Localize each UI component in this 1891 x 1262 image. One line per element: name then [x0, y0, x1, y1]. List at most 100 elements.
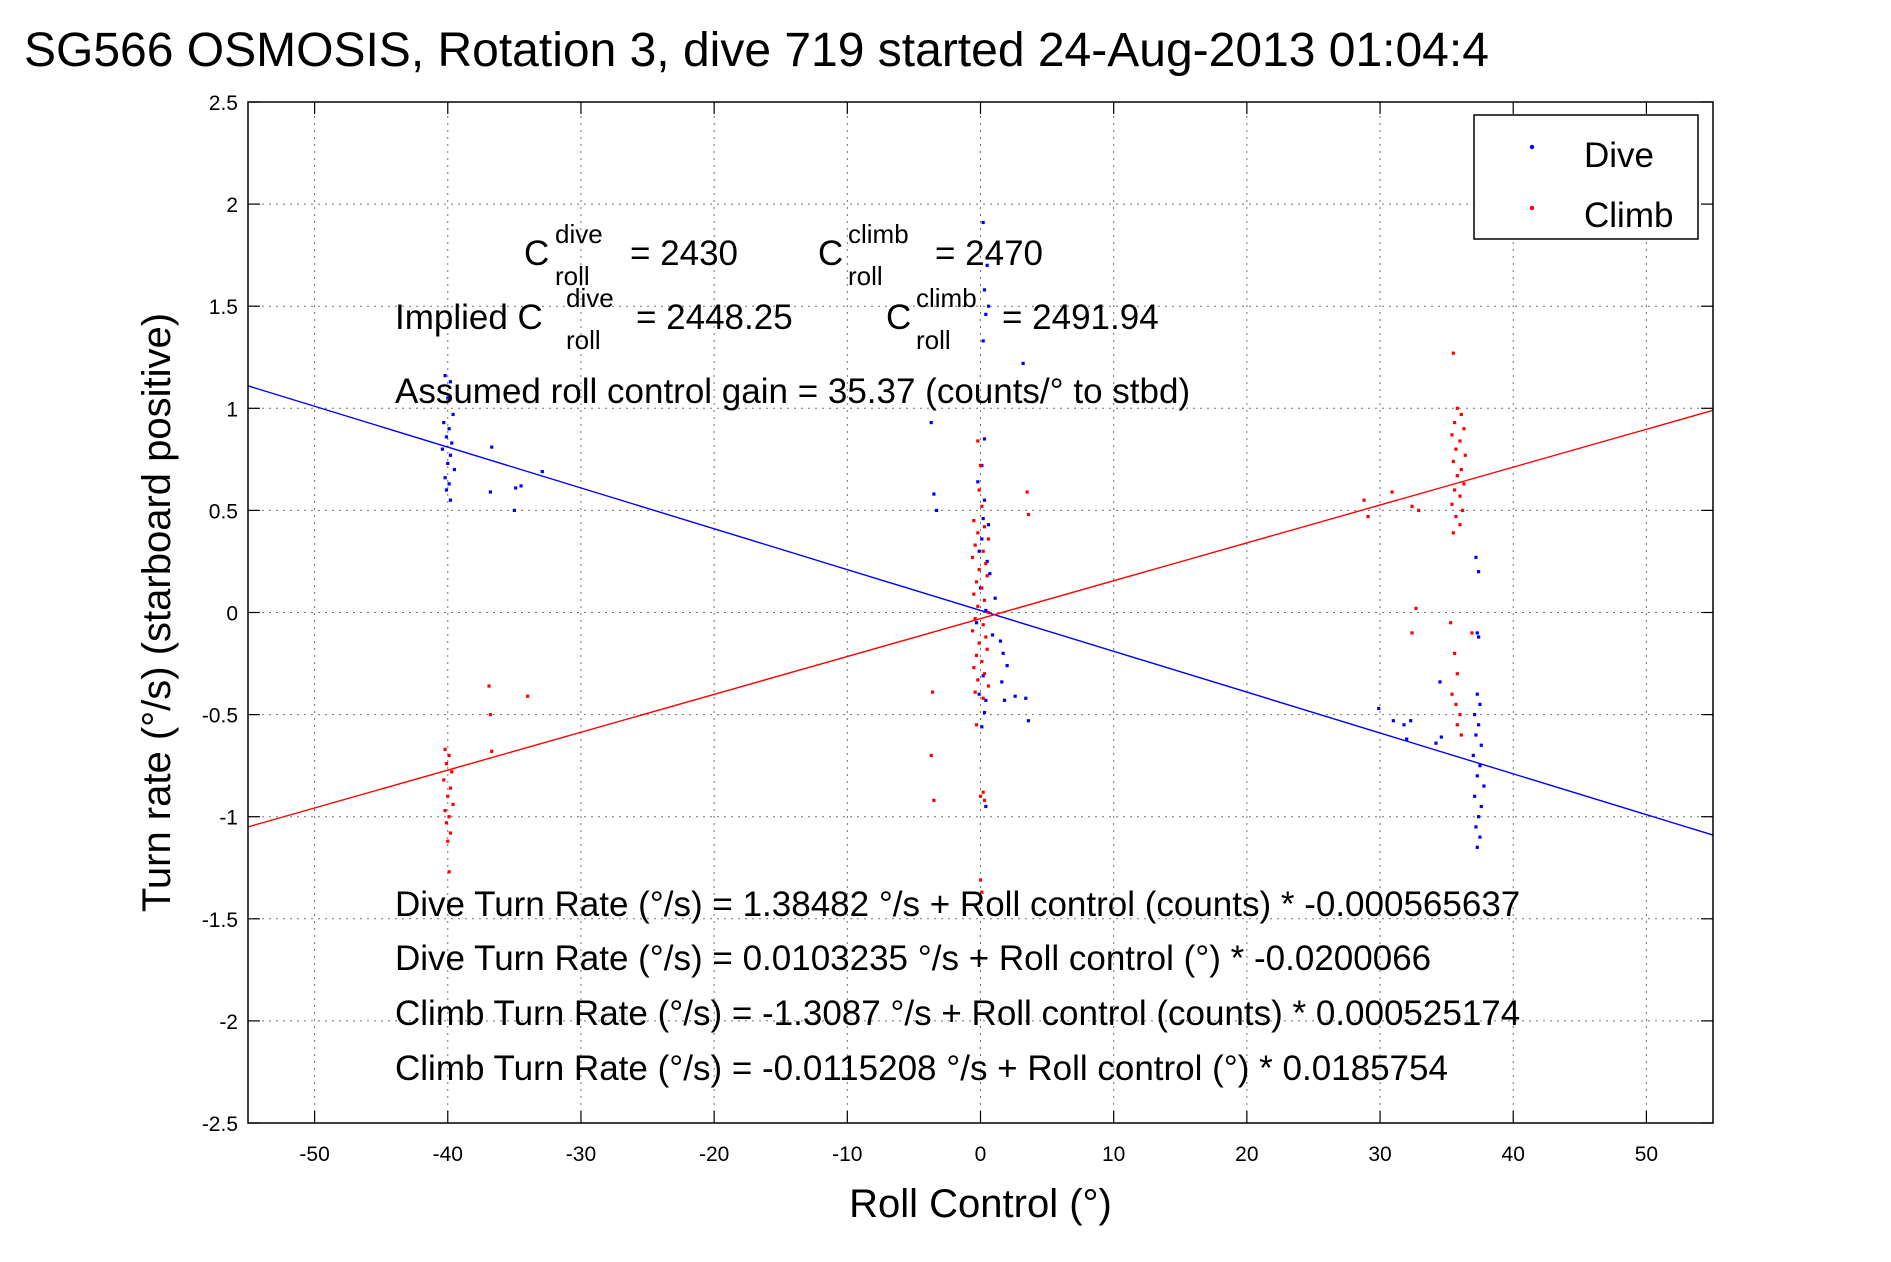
climb-point	[448, 786, 453, 790]
dive-point	[1438, 680, 1442, 684]
climb-point	[929, 753, 933, 758]
climb-point	[982, 598, 987, 602]
climb-point	[982, 525, 987, 529]
dive-point	[1473, 794, 1477, 798]
climb-point	[444, 762, 449, 766]
climb-point	[1026, 512, 1031, 517]
dive-point	[1478, 702, 1482, 706]
dive-point	[1002, 698, 1007, 702]
climb-point	[451, 802, 455, 807]
climb-point	[1461, 508, 1465, 512]
climb-point	[1449, 621, 1453, 625]
climb-point	[974, 580, 979, 584]
dive-point	[1402, 723, 1406, 727]
climb-point	[526, 694, 530, 698]
climb-point	[986, 684, 991, 688]
dive-point	[1001, 651, 1005, 655]
dive-point	[451, 412, 455, 417]
fit-equations: Dive Turn Rate (°/s) = 1.38482 °/s + Rol…	[395, 885, 1520, 1088]
dive-point	[1474, 555, 1478, 559]
dive-point	[980, 537, 984, 541]
climb-point	[1458, 494, 1462, 498]
climb-point	[930, 690, 935, 694]
implied-c-roll-annotation: Implied C dive roll = 2448.25 C climb ro…	[395, 283, 1159, 355]
dive-point	[934, 508, 939, 512]
climb-point	[447, 870, 451, 874]
dive-point	[448, 380, 453, 384]
x-tick-label: 30	[1368, 1143, 1391, 1166]
dive-point	[448, 453, 453, 457]
legend-climb-marker	[1529, 205, 1535, 211]
climb-point	[976, 678, 980, 682]
dive-point	[1439, 735, 1443, 739]
dive-point	[981, 674, 985, 678]
climb-point	[977, 568, 981, 572]
dive-point	[1474, 733, 1478, 737]
climb-point	[976, 604, 980, 608]
climb-point	[1450, 433, 1454, 437]
c-dive-sub: roll	[555, 261, 590, 291]
climb-point	[984, 561, 988, 566]
climb-point	[447, 753, 451, 758]
climb-point	[976, 439, 980, 443]
dive-point	[443, 374, 447, 378]
climb-point	[443, 747, 447, 751]
climb-point	[981, 696, 985, 700]
climb-point	[977, 488, 981, 492]
climb-point	[1453, 488, 1457, 492]
climb-point	[976, 531, 980, 535]
climb-point	[1453, 420, 1457, 425]
climb-point	[1362, 498, 1366, 502]
x-tick-label: -40	[433, 1143, 463, 1166]
climb-point	[1410, 504, 1414, 508]
climb-equation-counts: Climb Turn Rate (°/s) = -1.3087 °/s + Ro…	[395, 994, 1520, 1033]
climb-point	[981, 623, 985, 627]
climb-point	[973, 617, 977, 621]
climb-point	[1450, 692, 1454, 696]
dive-point	[982, 498, 987, 502]
dive-point	[1475, 692, 1479, 696]
climb-point	[446, 794, 450, 798]
climb-point	[1451, 459, 1455, 463]
c-climb-base: C	[818, 234, 843, 273]
dive-point	[488, 490, 492, 494]
dive-point	[1473, 713, 1477, 717]
climb-point	[1453, 651, 1457, 655]
climb-point	[977, 641, 981, 645]
climb-point	[488, 713, 492, 717]
climb-point	[972, 666, 976, 670]
x-tick-label: 40	[1502, 1143, 1525, 1166]
c-dive-base: C	[524, 234, 549, 273]
dive-point	[1478, 764, 1482, 768]
dive-point	[998, 639, 1003, 643]
climb-point	[973, 690, 977, 694]
y-tick-label: 1.5	[209, 296, 238, 319]
dive-point	[446, 396, 450, 400]
x-tick-label: -10	[832, 1143, 862, 1166]
climb-fit-line	[247, 409, 1714, 828]
y-tick-label: 0.5	[209, 500, 238, 523]
climb-point	[978, 463, 983, 468]
dive-point	[1471, 753, 1475, 758]
legend-climb-label: Climb	[1584, 196, 1673, 235]
dive-point	[514, 486, 518, 490]
climb-point	[1450, 502, 1454, 506]
climb-point	[487, 684, 491, 688]
dive-point	[981, 516, 985, 521]
dive-point	[1475, 845, 1479, 849]
dive-point	[1477, 815, 1481, 819]
climb-point	[1470, 631, 1474, 635]
climb-point	[974, 723, 979, 727]
implied-dive-sup: dive	[566, 283, 614, 313]
climb-point	[1366, 514, 1370, 519]
climb-point	[443, 808, 447, 813]
x-axis-label: Roll Control (°)	[849, 1182, 1112, 1226]
climb-point	[1454, 447, 1458, 451]
climb-point	[446, 839, 450, 843]
dive-point	[982, 288, 987, 292]
dive-point	[440, 447, 445, 451]
c-climb-value: = 2470	[935, 234, 1043, 273]
y-tick-label: -1.5	[202, 909, 238, 932]
climb-point	[980, 586, 984, 590]
climb-point	[1459, 412, 1463, 417]
